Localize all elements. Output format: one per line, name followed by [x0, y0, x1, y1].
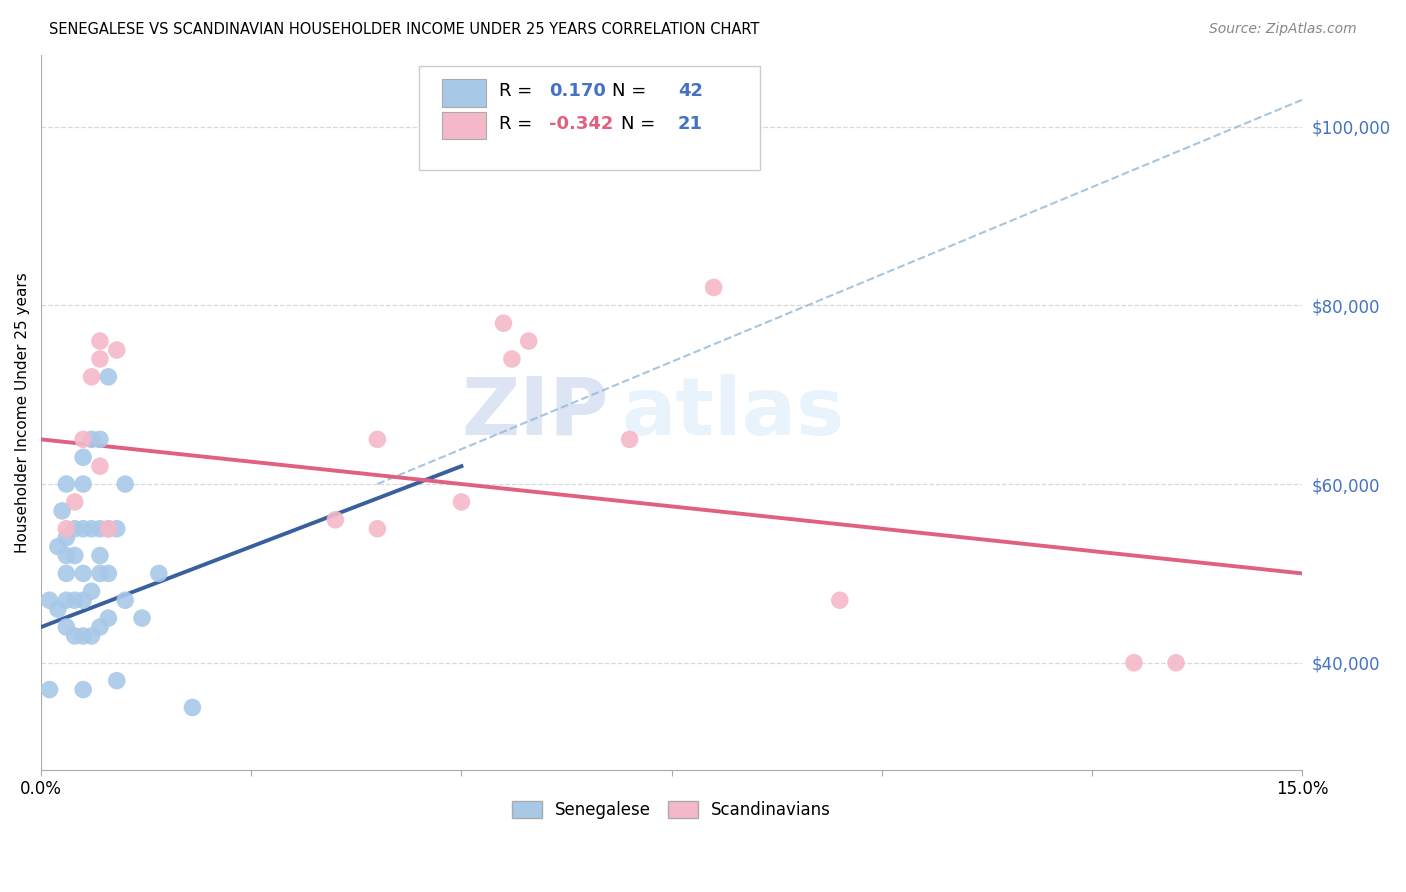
Y-axis label: Householder Income Under 25 years: Householder Income Under 25 years	[15, 272, 30, 553]
Text: ZIP: ZIP	[461, 374, 609, 451]
Point	[55, 549, 77, 563]
Point	[46, 602, 69, 616]
Text: 21: 21	[678, 115, 703, 133]
Point	[72, 433, 94, 447]
Point	[501, 351, 523, 366]
Point	[97, 522, 120, 536]
Point	[72, 629, 94, 643]
Point	[72, 682, 94, 697]
Point	[72, 566, 94, 581]
Point	[181, 700, 204, 714]
Point	[325, 513, 347, 527]
Point	[148, 566, 170, 581]
Point	[55, 566, 77, 581]
Point	[80, 584, 103, 599]
Point	[55, 620, 77, 634]
Point	[80, 629, 103, 643]
Point	[80, 433, 103, 447]
Point	[517, 334, 540, 348]
Point	[89, 334, 111, 348]
Text: 0.170: 0.170	[550, 82, 606, 100]
Point	[114, 593, 136, 607]
Point	[72, 477, 94, 491]
Point	[1123, 656, 1146, 670]
Point	[63, 549, 86, 563]
Text: N =: N =	[613, 82, 652, 100]
FancyBboxPatch shape	[419, 66, 759, 169]
Text: -0.342: -0.342	[550, 115, 613, 133]
Point	[366, 522, 388, 536]
Point	[55, 477, 77, 491]
FancyBboxPatch shape	[441, 79, 486, 107]
Text: SENEGALESE VS SCANDINAVIAN HOUSEHOLDER INCOME UNDER 25 YEARS CORRELATION CHART: SENEGALESE VS SCANDINAVIAN HOUSEHOLDER I…	[49, 22, 759, 37]
Text: atlas: atlas	[621, 374, 845, 451]
Point	[1164, 656, 1187, 670]
Point	[97, 522, 120, 536]
Point	[97, 611, 120, 625]
Point	[89, 620, 111, 634]
Point	[63, 629, 86, 643]
Point	[89, 566, 111, 581]
Point	[131, 611, 153, 625]
Point	[80, 369, 103, 384]
Legend: Senegalese, Scandinavians: Senegalese, Scandinavians	[505, 795, 838, 826]
Point	[80, 522, 103, 536]
FancyBboxPatch shape	[441, 112, 486, 139]
Point	[828, 593, 851, 607]
Point	[89, 549, 111, 563]
Point	[72, 522, 94, 536]
Point	[38, 593, 60, 607]
Point	[63, 522, 86, 536]
Point	[55, 522, 77, 536]
Point	[89, 433, 111, 447]
Point	[89, 351, 111, 366]
Point	[105, 343, 128, 357]
Point	[55, 531, 77, 545]
Point	[97, 369, 120, 384]
Point	[114, 477, 136, 491]
Point	[72, 593, 94, 607]
Point	[105, 673, 128, 688]
Point	[51, 504, 73, 518]
Point	[105, 522, 128, 536]
Point	[703, 280, 725, 294]
Point	[366, 433, 388, 447]
Text: N =: N =	[621, 115, 661, 133]
Point	[492, 316, 515, 330]
Text: R =: R =	[499, 82, 538, 100]
Point	[72, 450, 94, 465]
Point	[46, 540, 69, 554]
Point	[619, 433, 641, 447]
Point	[63, 495, 86, 509]
Text: R =: R =	[499, 115, 538, 133]
Text: Source: ZipAtlas.com: Source: ZipAtlas.com	[1209, 22, 1357, 37]
Point	[63, 593, 86, 607]
Point	[38, 682, 60, 697]
Text: 42: 42	[678, 82, 703, 100]
Point	[55, 593, 77, 607]
Point	[97, 566, 120, 581]
Point	[89, 522, 111, 536]
Point	[89, 459, 111, 474]
Point	[450, 495, 472, 509]
